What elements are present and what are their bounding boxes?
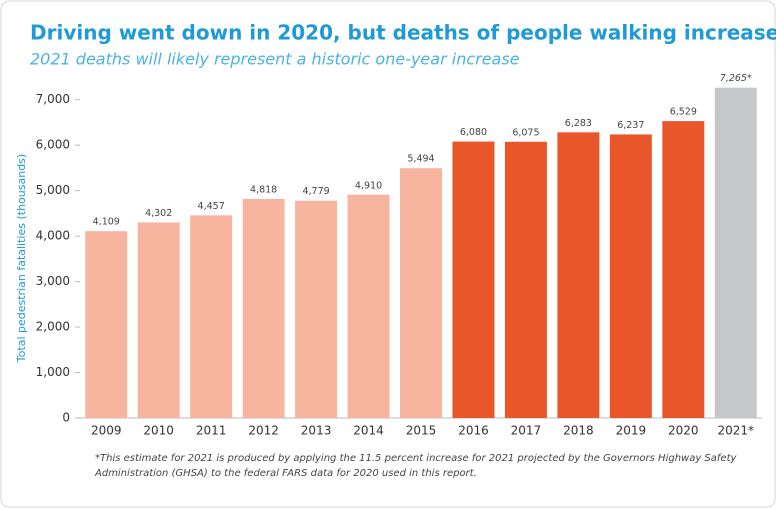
value-label: 6,283 [565, 118, 592, 129]
value-label: 4,109 [93, 217, 120, 228]
x-tick-label: 2019 [616, 424, 647, 438]
value-label: 6,075 [512, 127, 539, 138]
bar [662, 121, 705, 418]
bar [504, 141, 547, 419]
bar [347, 194, 390, 418]
value-label: 6,080 [460, 127, 487, 138]
chart-subtitle: 2021 deaths will likely represent a hist… [30, 50, 520, 69]
x-tick-label: 2017 [511, 424, 542, 438]
y-axis-label: Total pedestrian fatalities (thousands) [15, 154, 28, 363]
y-tick-label: 3,000 [36, 274, 70, 288]
x-tick-label: 2014 [353, 424, 384, 438]
x-tick-label: 2013 [301, 424, 332, 438]
footnote: Administration (GHSA) to the federal FAR… [94, 468, 477, 479]
bar [190, 215, 233, 418]
x-tick-label: 2009 [91, 424, 122, 438]
value-label: 4,779 [302, 186, 329, 197]
y-tick-label: 2,000 [36, 320, 70, 334]
x-tick-label: 2011 [196, 424, 227, 438]
x-tick-label: 2016 [458, 424, 489, 438]
y-tick-label: 5,000 [36, 183, 70, 197]
bar [714, 87, 757, 419]
bar [242, 198, 285, 418]
x-tick-label: 2015 [406, 424, 437, 438]
x-tick-label: 2021* [717, 424, 754, 438]
bar [137, 222, 180, 418]
x-tick-label: 2012 [248, 424, 279, 438]
value-label: 4,302 [145, 208, 172, 219]
chart-title: Driving went down in 2020, but deaths of… [30, 21, 776, 45]
x-tick-label: 2018 [563, 424, 594, 438]
bar [85, 231, 128, 418]
value-label: 4,818 [250, 184, 277, 195]
bar [557, 132, 600, 418]
y-tick-label: 7,000 [36, 92, 70, 106]
footnote: *This estimate for 2021 is produced by a… [95, 453, 738, 464]
value-label: 7,265* [720, 73, 752, 84]
x-tick-label: 2020 [668, 424, 699, 438]
value-label: 5,494 [407, 154, 434, 165]
value-label: 6,529 [670, 107, 697, 118]
bar [295, 200, 338, 418]
bar [609, 134, 652, 419]
value-label: 6,237 [617, 120, 644, 131]
y-tick-label: 6,000 [36, 138, 70, 152]
value-label: 4,457 [198, 201, 225, 212]
bar [452, 141, 495, 418]
x-tick-label: 2010 [143, 424, 174, 438]
value-label: 4,910 [355, 180, 382, 191]
bar [400, 168, 442, 418]
y-tick-label: 1,000 [36, 365, 70, 379]
y-tick-label: 4,000 [36, 229, 70, 243]
y-tick-label: 0 [62, 411, 70, 425]
